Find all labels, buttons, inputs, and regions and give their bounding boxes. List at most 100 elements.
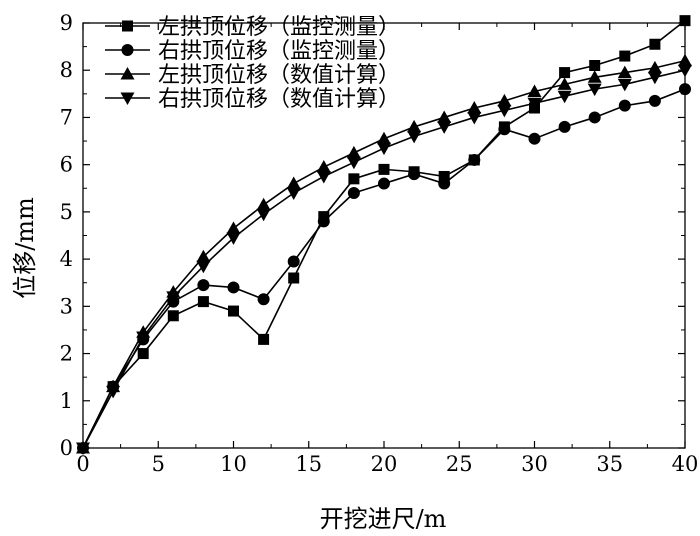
data-point	[648, 94, 661, 107]
data-point	[559, 67, 571, 79]
data-point	[468, 153, 481, 166]
legend-label: 右拱顶位移（监控测量）	[158, 39, 400, 64]
legend-marker	[120, 67, 135, 80]
data-point	[196, 249, 211, 263]
data-point	[467, 101, 482, 114]
data-point	[378, 177, 390, 190]
data-point	[287, 255, 300, 268]
series-2	[77, 83, 691, 454]
y-tick-label: 4	[60, 247, 73, 271]
data-point	[106, 385, 121, 399]
data-point	[228, 305, 239, 317]
legend-item-2: 右拱顶位移（监控测量）	[105, 39, 400, 64]
data-point	[196, 260, 211, 274]
y-tick-label: 2	[60, 342, 73, 366]
data-point	[136, 331, 151, 345]
x-tick-label: 0	[76, 452, 89, 476]
data-point	[497, 104, 512, 118]
data-point	[528, 132, 541, 145]
legend-label: 左拱顶位移（数值计算）	[158, 63, 400, 88]
data-point	[618, 99, 631, 112]
data-point	[647, 71, 662, 85]
data-point	[226, 232, 241, 245]
y-tick-label: 9	[60, 11, 73, 35]
data-point	[317, 215, 330, 228]
y-axis-title: 位移/mm	[11, 197, 39, 299]
data-point	[497, 93, 512, 107]
data-point	[76, 442, 90, 455]
data-point	[557, 77, 572, 90]
y-tick-label: 6	[60, 153, 73, 177]
data-point	[407, 130, 422, 144]
data-point	[347, 187, 360, 199]
y-tick-label: 1	[60, 389, 73, 413]
data-point	[617, 78, 632, 92]
data-point	[437, 121, 452, 134]
data-point	[588, 111, 601, 124]
data-point	[408, 168, 421, 181]
data-point	[558, 120, 571, 133]
data-point	[679, 83, 691, 96]
data-point	[286, 187, 301, 200]
series-4	[76, 64, 692, 455]
data-point	[346, 145, 361, 159]
y-tick-label: 7	[60, 105, 73, 129]
data-point	[587, 70, 602, 83]
x-tick-label: 5	[152, 452, 165, 476]
data-point	[256, 197, 271, 211]
x-tick-label: 30	[521, 452, 548, 476]
x-tick-label: 20	[371, 452, 398, 476]
data-point	[377, 142, 391, 156]
data-point	[316, 160, 331, 173]
y-tick-label: 5	[60, 200, 73, 224]
legend-label: 右拱顶位移（数值计算）	[158, 87, 400, 112]
legend-item-4: 右拱顶位移（数值计算）	[105, 87, 400, 112]
data-point	[137, 348, 149, 360]
x-tick-label: 25	[446, 452, 473, 476]
legend-item-3: 左拱顶位移（数值计算）	[105, 63, 400, 88]
data-point	[527, 97, 542, 111]
data-point	[316, 170, 331, 184]
x-axis-title: 开挖进尺/m	[320, 505, 447, 533]
x-tick-label: 35	[596, 452, 623, 476]
data-point	[587, 83, 602, 97]
data-point	[617, 65, 632, 79]
series-line	[82, 69, 686, 449]
y-tick-label: 3	[60, 294, 73, 318]
data-point	[437, 110, 452, 123]
legend-marker	[122, 20, 133, 32]
data-point	[258, 333, 270, 345]
data-point	[288, 272, 300, 284]
data-point	[197, 296, 209, 308]
data-point	[346, 156, 361, 170]
data-point	[407, 119, 422, 133]
data-point	[378, 163, 390, 175]
data-point	[438, 170, 450, 182]
legend-marker	[120, 92, 135, 105]
data-point	[498, 123, 511, 136]
legend: 左拱顶位移（监控测量）右拱顶位移（监控测量）左拱顶位移（数值计算）右拱顶位移（数…	[105, 15, 400, 112]
data-point	[589, 60, 601, 71]
data-point	[467, 111, 482, 125]
data-point	[166, 291, 181, 304]
data-point	[438, 177, 451, 190]
data-point	[678, 53, 692, 67]
data-point	[167, 310, 179, 322]
axes: 0 5 10 15 20 25 30 35 40 0 1 2 3 4 5 6 7 8 9	[60, 11, 699, 476]
legend-marker	[121, 44, 134, 56]
y-tick-label: 0	[60, 436, 73, 460]
data-point	[377, 131, 391, 145]
data-point	[527, 84, 542, 97]
data-point	[197, 279, 210, 292]
legend-item-1: 左拱顶位移（监控测量）	[105, 15, 400, 40]
series-layer	[76, 15, 692, 455]
data-point	[286, 176, 301, 190]
data-point	[257, 293, 270, 306]
x-tick-label: 15	[295, 452, 322, 476]
data-point	[256, 208, 271, 222]
data-point	[619, 50, 631, 62]
data-point	[557, 90, 572, 104]
y-tick-label: 8	[60, 58, 73, 82]
data-point	[226, 221, 241, 234]
